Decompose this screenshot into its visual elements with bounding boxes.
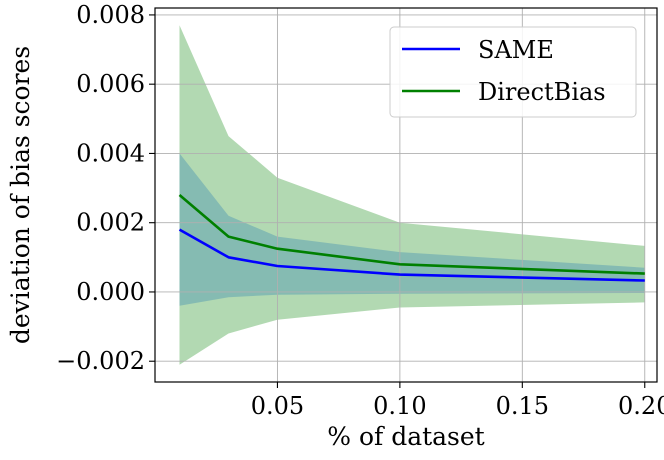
y-axis-ticks: −0.002 0.000 0.002 0.004 0.006 0.008	[56, 1, 155, 375]
legend: SAME DirectBias	[389, 26, 637, 118]
series-lines	[178, 194, 645, 282]
x-axis-ticks: 0.05 0.10 0.15 0.20	[251, 382, 664, 420]
y-tick-label: 0.006	[76, 70, 145, 98]
y-tick-label: 0.002	[76, 209, 145, 237]
y-axis-label: deviation of bias scores	[6, 46, 35, 344]
plot-frame	[154, 7, 658, 383]
y-tick-label: 0.000	[76, 278, 145, 306]
band-directbias	[179, 25, 645, 365]
y-tick-label: −0.002	[56, 347, 145, 375]
legend-label-directbias: DirectBias	[478, 78, 606, 106]
legend-label-same: SAME	[478, 36, 554, 64]
x-axis-label: % of dataset	[327, 422, 484, 451]
x-tick-label: 0.20	[618, 392, 664, 420]
x-tick-label: 0.05	[251, 392, 304, 420]
y-tick-label: 0.004	[76, 139, 145, 167]
y-tick-label: 0.008	[76, 1, 145, 29]
x-tick-label: 0.10	[373, 392, 426, 420]
x-tick-label: 0.15	[496, 392, 549, 420]
